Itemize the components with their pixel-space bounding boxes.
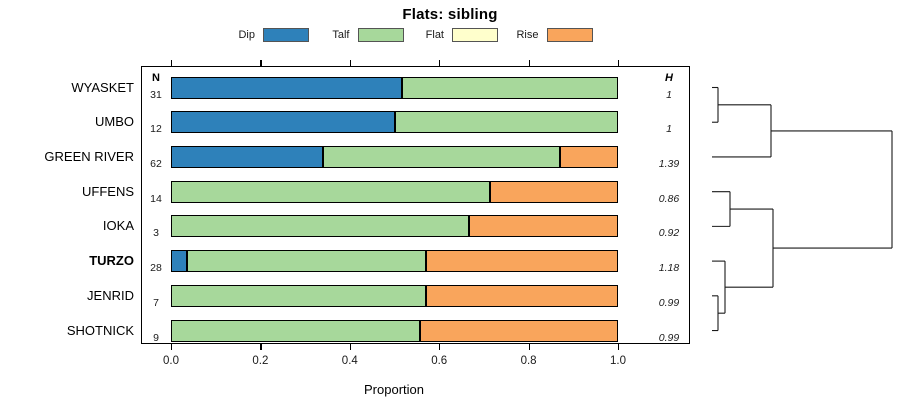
bar-segment-rise xyxy=(469,215,618,238)
bar-segment-talf xyxy=(401,76,618,99)
h-value: 1 xyxy=(666,123,672,136)
legend-swatch xyxy=(452,28,498,42)
legend-label: Flat xyxy=(425,29,444,41)
bar-segment-rise xyxy=(426,284,618,307)
category-label: UFFENS xyxy=(82,183,134,199)
n-value: 28 xyxy=(150,262,162,275)
category-label: WYASKET xyxy=(71,79,134,95)
n-column-header: N xyxy=(152,72,160,84)
h-value: 0.99 xyxy=(658,296,680,309)
x-tick-label: 0.0 xyxy=(163,355,179,367)
h-value: 1.39 xyxy=(658,157,680,170)
bar-segment-talf xyxy=(187,250,427,273)
x-tick xyxy=(439,60,441,66)
bar-row xyxy=(171,284,618,307)
bar-row xyxy=(171,319,618,342)
h-value: 0.86 xyxy=(658,192,680,205)
category-label: GREEN RIVER xyxy=(44,148,134,164)
x-tick-label: 0.6 xyxy=(431,355,448,367)
bar-segment-rise xyxy=(560,145,618,168)
category-label: UMBO xyxy=(95,114,134,130)
bar-segment-talf xyxy=(171,180,491,203)
category-label: TURZO xyxy=(89,253,134,269)
n-value: 31 xyxy=(150,88,162,101)
bar-segment-talf xyxy=(171,215,470,238)
bar-segment-talf xyxy=(171,319,420,342)
bar-segment-rise xyxy=(490,180,618,203)
x-tick xyxy=(618,60,620,66)
chart-title: Flats: sibling xyxy=(402,6,498,23)
bar-segment-dip xyxy=(171,145,323,168)
category-label: SHOTNICK xyxy=(66,322,134,338)
x-tick-label: 0.4 xyxy=(341,355,358,367)
legend-label: Talf xyxy=(332,29,350,41)
n-value: 62 xyxy=(150,157,162,170)
bar-row xyxy=(171,76,618,99)
x-tick xyxy=(439,344,441,350)
bar-segment-dip xyxy=(171,111,395,134)
bar-segment-rise xyxy=(426,250,618,273)
bar-row xyxy=(171,250,618,273)
h-column-header: H xyxy=(665,72,673,84)
x-tick xyxy=(171,344,173,350)
n-value: 9 xyxy=(153,331,159,344)
n-value: 12 xyxy=(150,123,162,136)
x-tick xyxy=(528,344,530,350)
h-value: 1 xyxy=(666,88,672,101)
x-tick xyxy=(349,60,351,66)
category-label: JENRID xyxy=(87,287,134,303)
bar-segment-talf xyxy=(322,145,561,168)
x-tick xyxy=(349,344,351,350)
x-tick-label: 1.0 xyxy=(610,355,626,367)
legend-swatch xyxy=(263,28,309,42)
category-label: IOKA xyxy=(102,218,134,234)
legend-label: Rise xyxy=(516,29,539,41)
x-tick xyxy=(528,60,530,66)
legend-swatch xyxy=(546,28,593,42)
x-tick xyxy=(260,60,262,66)
bar-row xyxy=(171,111,618,134)
x-tick xyxy=(171,60,173,66)
bar-segment-dip xyxy=(171,250,188,273)
x-axis-title: Proportion xyxy=(364,382,424,397)
bar-row xyxy=(171,180,618,203)
x-tick-label: 0.2 xyxy=(252,355,269,367)
legend-swatch xyxy=(357,28,404,42)
x-tick xyxy=(618,344,620,350)
h-value: 1.18 xyxy=(658,262,680,275)
x-tick xyxy=(260,344,262,350)
legend-label: Dip xyxy=(238,29,255,41)
x-tick-label: 0.8 xyxy=(520,355,537,367)
h-value: 0.92 xyxy=(658,227,680,240)
n-value: 7 xyxy=(153,296,159,309)
bar-segment-talf xyxy=(171,284,427,307)
bar-row xyxy=(171,145,618,168)
n-value: 3 xyxy=(153,227,159,240)
bar-segment-rise xyxy=(419,319,618,342)
bar-row xyxy=(171,215,618,238)
h-value: 0.99 xyxy=(658,331,680,344)
bar-segment-dip xyxy=(171,76,402,99)
bar-segment-talf xyxy=(394,111,618,134)
n-value: 14 xyxy=(150,192,162,205)
